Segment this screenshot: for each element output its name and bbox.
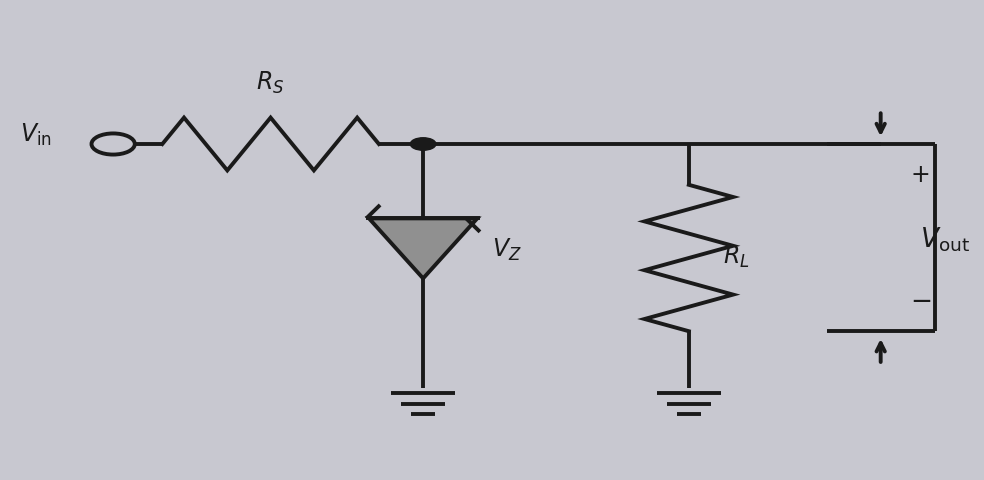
Text: $R_L$: $R_L$ [723, 244, 750, 270]
Text: $+$: $+$ [910, 163, 930, 187]
Circle shape [410, 138, 436, 150]
Polygon shape [369, 218, 477, 278]
Text: $V_{\mathrm{in}}$: $V_{\mathrm{in}}$ [20, 121, 51, 147]
Text: $-$: $-$ [910, 287, 932, 313]
Text: $R_S$: $R_S$ [257, 70, 284, 96]
Text: $V_Z$: $V_Z$ [492, 237, 522, 263]
Text: $V_{\mathrm{out}}$: $V_{\mathrm{out}}$ [920, 226, 970, 254]
